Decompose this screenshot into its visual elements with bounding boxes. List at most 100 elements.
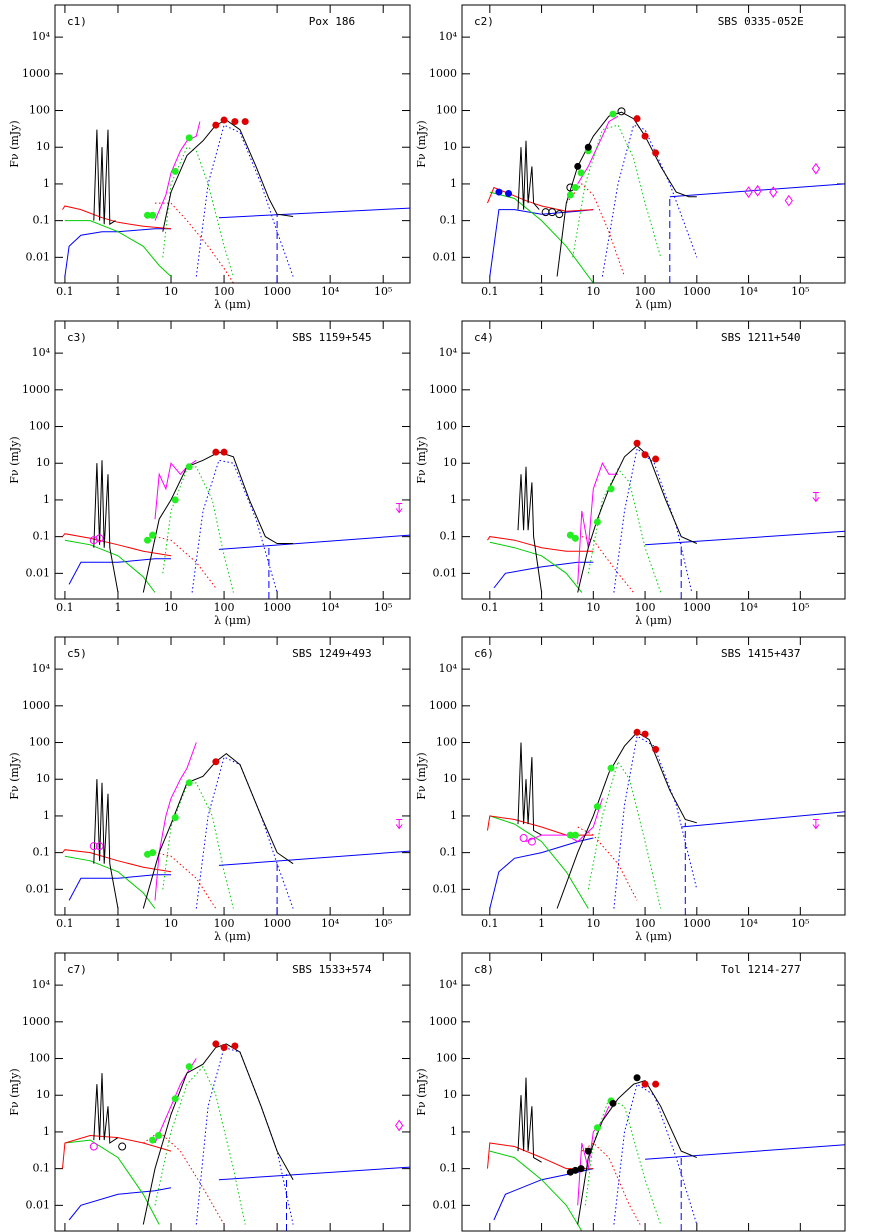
y-tick-label: 1000 xyxy=(22,1015,50,1028)
panel-label: c5) xyxy=(67,647,87,660)
x-tick-label: 10⁵ xyxy=(374,917,392,930)
x-tick-label: 1 xyxy=(114,601,121,614)
y-tick-label: 10⁴ xyxy=(439,662,458,675)
panel-title: SBS 1533+574 xyxy=(292,963,372,976)
x-tick-label: 100 xyxy=(214,285,235,298)
dotted-curve xyxy=(154,1065,246,1225)
data-point xyxy=(231,118,239,126)
y-tick-label: 10 xyxy=(36,1088,50,1101)
x-axis-label: λ (μm) xyxy=(214,298,251,311)
panel: 0.1110100100010⁴10⁵0.010.1110100100010⁴c… xyxy=(415,952,846,1232)
curve xyxy=(577,1080,697,1225)
open-point xyxy=(617,107,626,116)
curve xyxy=(154,121,201,221)
panel-title: SBS 1159+545 xyxy=(292,331,371,344)
x-tick-label: 10 xyxy=(164,917,178,930)
plot-frame xyxy=(461,4,846,284)
plot-area xyxy=(62,116,410,283)
curve xyxy=(93,129,116,226)
y-tick-label: 10 xyxy=(36,140,50,153)
x-tick-label: 10 xyxy=(586,917,600,930)
dotted-curve xyxy=(143,1131,225,1225)
data-point xyxy=(149,211,157,219)
curve xyxy=(556,731,697,909)
dotted-curve xyxy=(613,735,698,909)
diamond-point xyxy=(784,194,793,207)
curve xyxy=(517,140,540,210)
plot-area xyxy=(62,742,410,915)
y-tick-label: 100 xyxy=(436,420,457,433)
x-tick-label: 10⁴ xyxy=(739,601,758,614)
curve xyxy=(517,466,543,593)
curve xyxy=(68,1187,172,1221)
curve xyxy=(556,111,697,277)
x-tick-label: 100 xyxy=(635,285,656,298)
data-point xyxy=(212,448,220,456)
data-point xyxy=(241,118,249,126)
plot-frame xyxy=(54,952,411,1232)
curve xyxy=(487,1142,594,1170)
y-tick-label: 1 xyxy=(450,177,457,190)
x-tick-label: 0.1 xyxy=(481,601,499,614)
dotted-curve xyxy=(155,202,234,283)
y-tick-label: 10 xyxy=(443,456,457,469)
y-tick-label: 1000 xyxy=(429,67,457,80)
data-point xyxy=(633,439,641,447)
data-point xyxy=(641,730,649,738)
x-tick-label: 1000 xyxy=(683,285,711,298)
x-tick-label: 1 xyxy=(538,601,545,614)
x-tick-label: 1000 xyxy=(683,601,711,614)
data-point xyxy=(571,831,579,839)
plot-area xyxy=(62,1040,410,1231)
curve xyxy=(93,779,119,909)
x-tick-label: 1000 xyxy=(263,601,291,614)
diamond-point xyxy=(769,186,778,198)
y-tick-label: 1 xyxy=(43,177,50,190)
y-tick-label: 10 xyxy=(36,456,50,469)
upper-limit xyxy=(395,502,403,514)
data-point xyxy=(143,211,151,219)
data-point xyxy=(609,110,617,118)
upper-limit xyxy=(812,818,820,830)
data-point xyxy=(652,745,660,753)
x-tick-label: 100 xyxy=(635,601,656,614)
plot-area xyxy=(487,107,845,283)
data-point xyxy=(220,1043,228,1051)
plot-frame xyxy=(54,4,411,284)
x-tick-label: 10⁴ xyxy=(739,917,758,930)
open-point xyxy=(541,208,550,217)
plot-frame xyxy=(54,636,411,916)
open-point xyxy=(519,834,528,843)
data-point xyxy=(185,1063,193,1071)
curve xyxy=(577,115,619,185)
curve xyxy=(68,558,171,585)
x-tick-label: 10 xyxy=(586,285,600,298)
y-tick-label: 0.01 xyxy=(433,1198,458,1211)
y-tick-label: 10 xyxy=(443,1088,457,1101)
panel: 0.1110100100010⁴10⁵0.010.1110100100010⁴c… xyxy=(8,952,411,1232)
dotted-curve xyxy=(613,1083,698,1225)
panel-title: SBS 0335-052E xyxy=(718,15,804,28)
open-point xyxy=(527,837,536,846)
y-tick-label: 0.1 xyxy=(440,214,458,227)
x-tick-label: 1 xyxy=(114,917,121,930)
open-point xyxy=(548,208,557,217)
upper-limit xyxy=(812,491,820,503)
x-tick-label: 10⁵ xyxy=(791,285,809,298)
y-tick-label: 10⁴ xyxy=(32,662,51,675)
y-tick-label: 0.01 xyxy=(26,1198,51,1211)
data-point xyxy=(584,1147,592,1155)
data-point xyxy=(571,534,579,542)
plot-area xyxy=(487,439,845,599)
dotted-curve xyxy=(154,852,217,909)
dotted-curve xyxy=(195,756,294,909)
data-point xyxy=(593,518,601,526)
curve xyxy=(489,209,594,277)
y-tick-label: 1 xyxy=(43,809,50,822)
x-tick-label: 0.1 xyxy=(481,285,499,298)
dotted-curve xyxy=(581,536,634,593)
